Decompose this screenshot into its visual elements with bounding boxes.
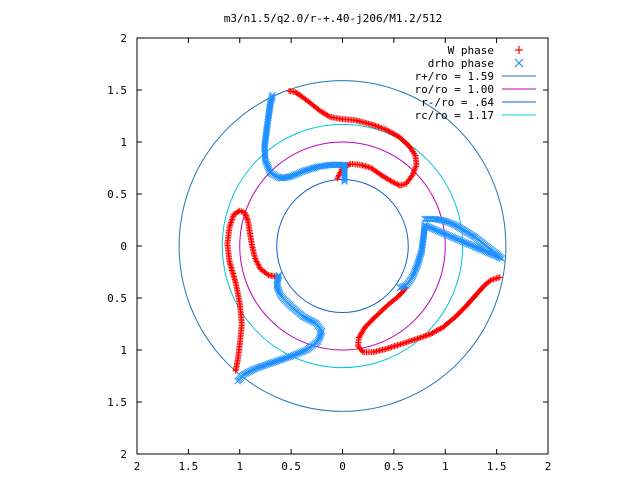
y-tick-label-2: 1 — [120, 344, 127, 357]
legend-sample-1 — [514, 58, 524, 68]
reference-circle-1 — [239, 141, 446, 351]
series-0-arm-0 — [286, 88, 420, 189]
x-tick-label-3: 0.5 — [281, 460, 301, 473]
reference-circle-3 — [221, 123, 464, 369]
legend-label-2: r+/ro = 1.59 — [415, 70, 494, 83]
legend-label-4: r-/ro = .64 — [421, 96, 494, 109]
legend-sample-0 — [515, 46, 523, 54]
y-tick-label-7: 1.5 — [107, 84, 127, 97]
x-tick-label-7: 1.5 — [487, 460, 507, 473]
series-1-arm-1 — [396, 215, 506, 291]
y-tick-label-5: 0.5 — [107, 188, 127, 201]
x-tick-label-0: 2 — [134, 460, 141, 473]
phase-series — [224, 88, 506, 385]
series-0-arm-2 — [224, 207, 282, 374]
series-0-arm-1 — [354, 274, 503, 356]
y-tick-label-3: 0.5 — [107, 292, 127, 305]
y-tick-label-0: 2 — [120, 448, 127, 461]
x-tick-label-2: 1 — [236, 460, 243, 473]
y-tick-label-6: 1 — [120, 136, 127, 149]
legend-label-5: rc/ro = 1.17 — [415, 109, 494, 122]
legend-label-0: W phase — [448, 44, 494, 57]
y-tick-label-4: 0 — [120, 240, 127, 253]
reference-circle-2 — [276, 178, 409, 314]
x-tick-label-6: 1 — [442, 460, 449, 473]
x-tick-label-1: 1.5 — [178, 460, 198, 473]
legend-label-3: ro/ro = 1.00 — [415, 83, 494, 96]
x-tick-label-5: 0.5 — [384, 460, 404, 473]
x-tick-label-8: 2 — [545, 460, 552, 473]
reference-circles — [178, 80, 507, 412]
series-1-arm-2 — [234, 271, 326, 385]
reference-circle-0 — [178, 80, 507, 412]
legend-label-1: drho phase — [428, 57, 494, 70]
series-1-arm-0 — [261, 91, 348, 185]
y-tick-label-1: 1.5 — [107, 396, 127, 409]
x-tick-label-4: 0 — [339, 460, 346, 473]
chart-title: m3/n1.5/q2.0/r-+.40-j206/M1.2/512 — [224, 12, 443, 25]
y-tick-label-8: 2 — [120, 32, 127, 45]
series-drho-phase — [234, 91, 506, 385]
